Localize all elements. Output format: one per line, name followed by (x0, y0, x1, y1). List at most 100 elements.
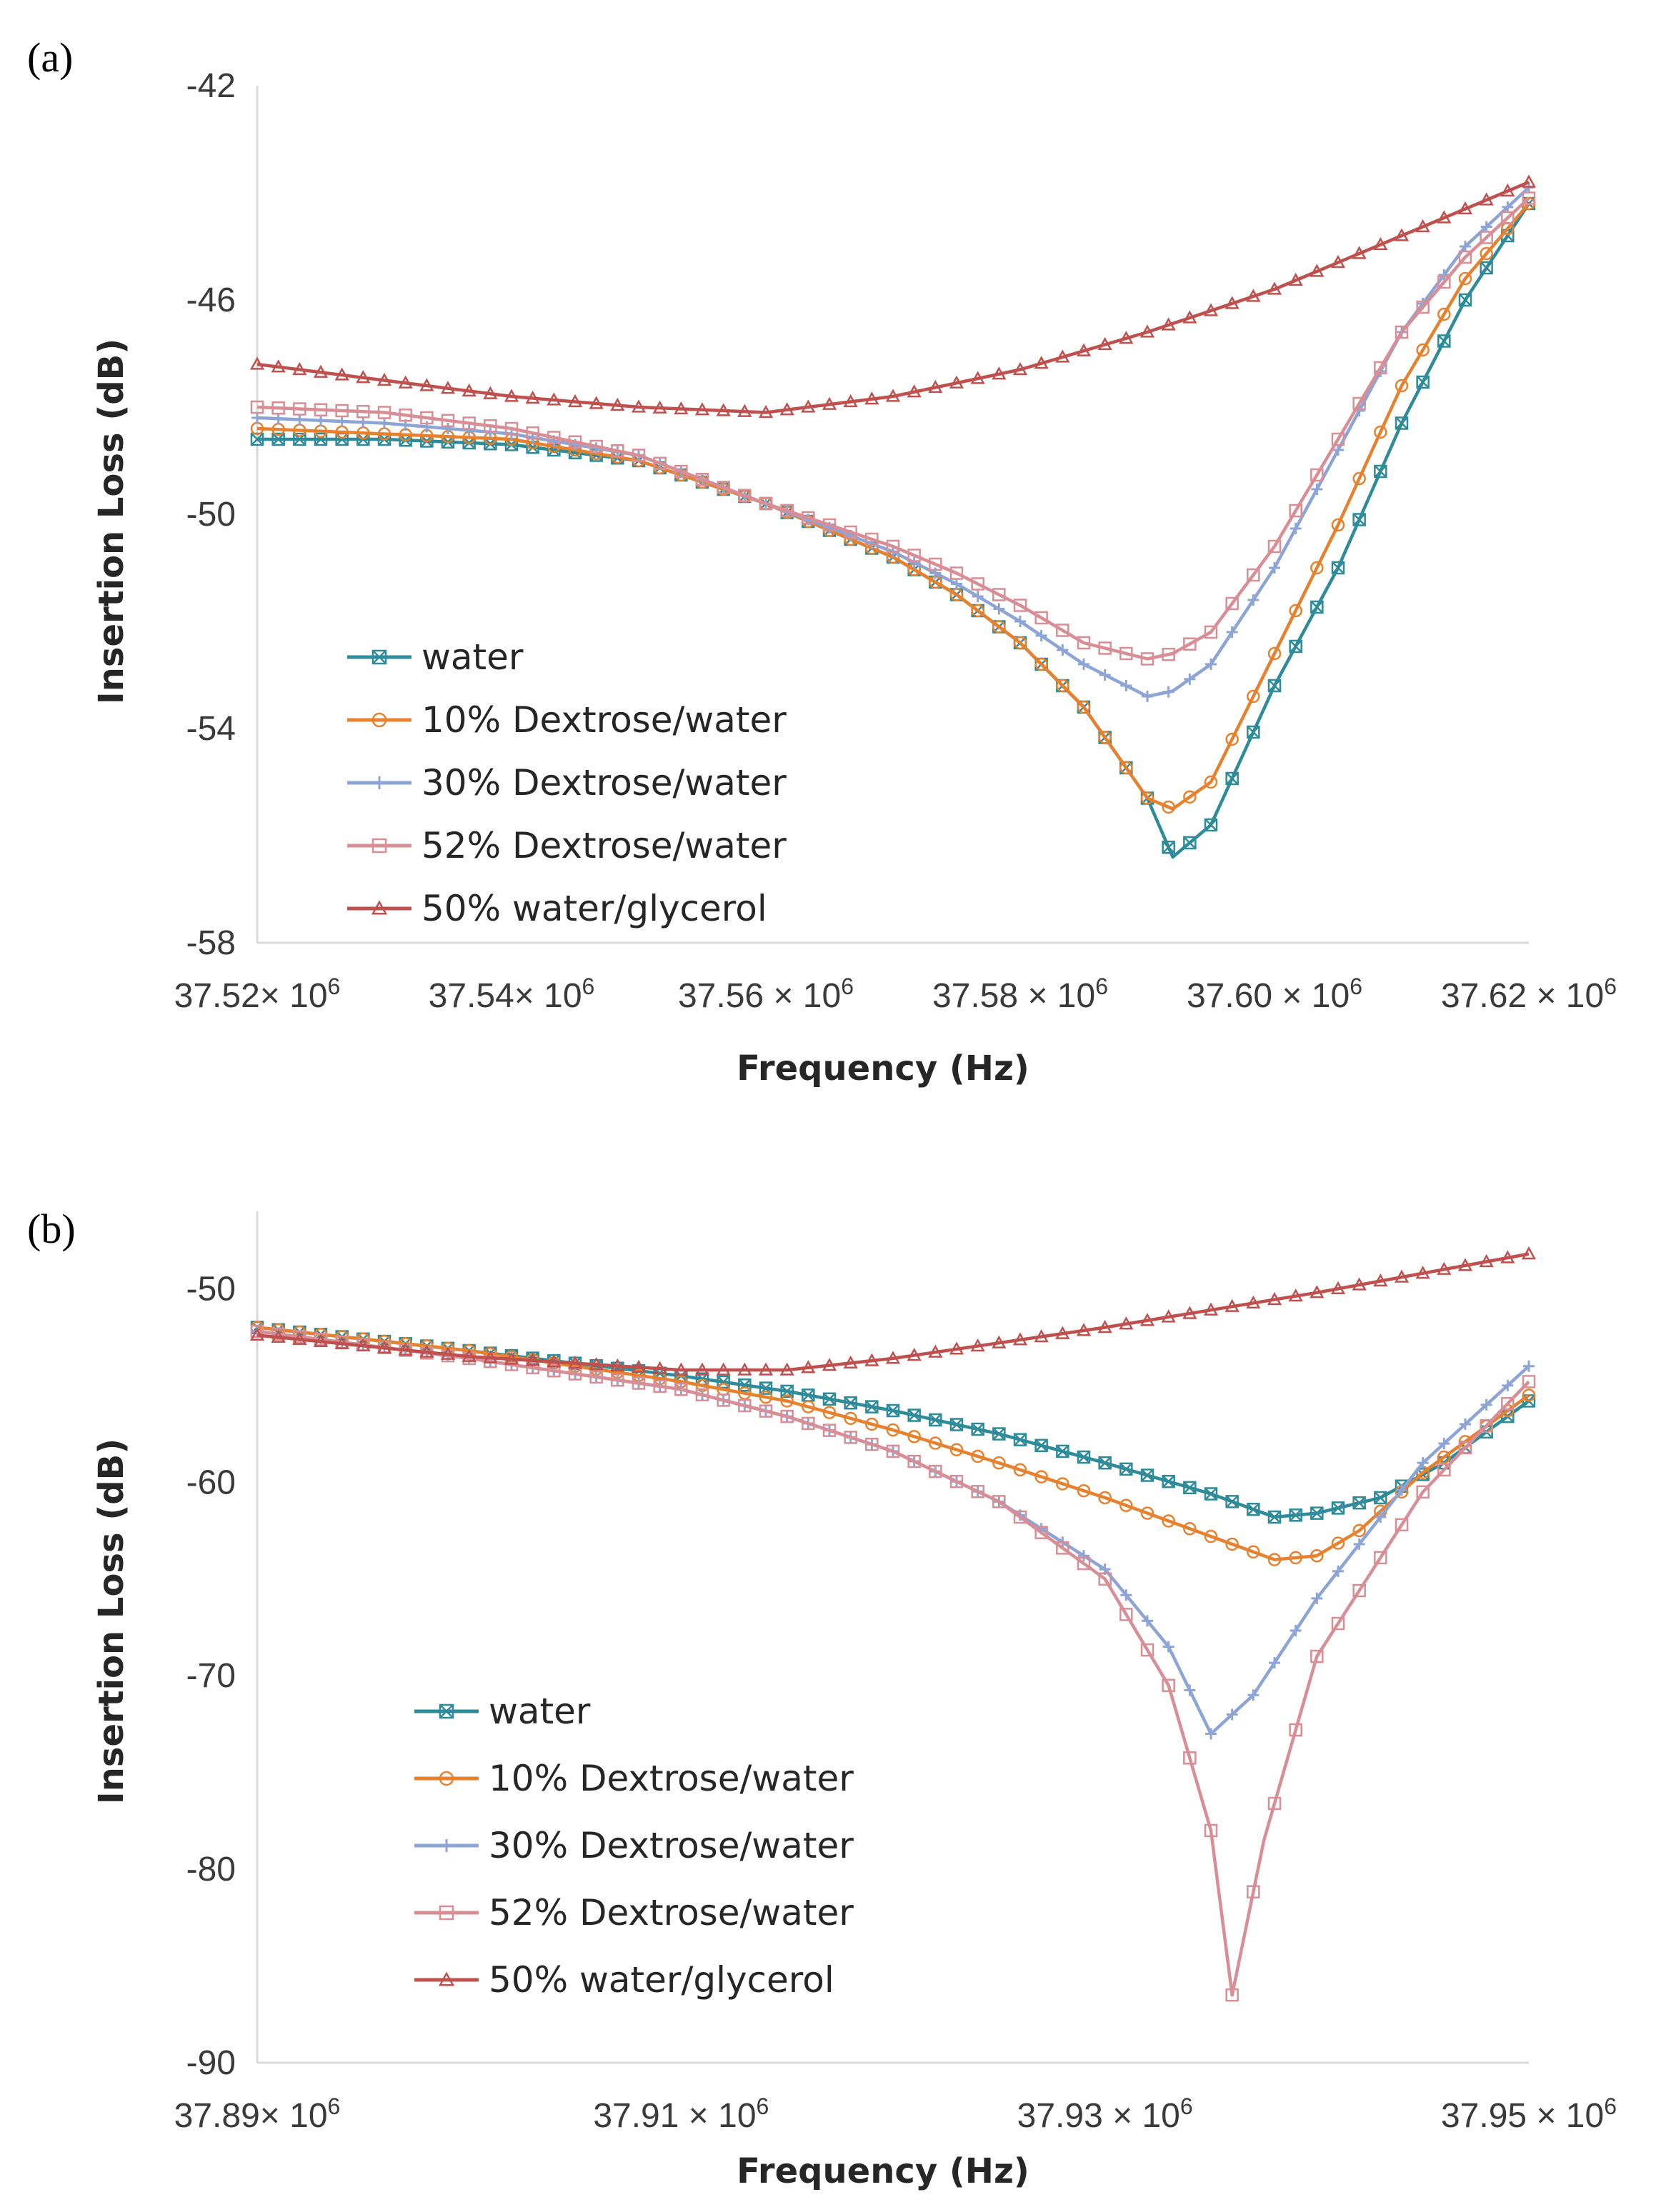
legend-item: water (347, 636, 524, 678)
data-point (1034, 1526, 1048, 1539)
data-point (759, 496, 773, 511)
data-point (1289, 604, 1302, 618)
data-point (970, 371, 985, 384)
data-point (1056, 1444, 1069, 1458)
data-point (1331, 1501, 1345, 1515)
data-point (462, 383, 477, 397)
data-point (738, 1398, 752, 1413)
chart-panel-a: (a) -42 -46 -50 -54 -58 37.52× 106 37.54× 106 3… (27, 34, 1617, 1089)
data-point (737, 1362, 752, 1376)
data-point (1205, 1728, 1217, 1740)
data-point (1331, 1616, 1345, 1631)
data-point (1182, 1306, 1197, 1319)
data-point (1311, 1592, 1323, 1604)
data-point (1119, 761, 1133, 775)
chart-b-svg: (b) -50 -60 -70 -80 -90 37.89× 106 37.91 × 106… (27, 1206, 1617, 2191)
data-point (1269, 1657, 1280, 1669)
data-point (1183, 836, 1197, 850)
data-point (758, 1362, 774, 1376)
data-point (1034, 1438, 1048, 1453)
data-point (1247, 1545, 1260, 1559)
chart-a-svg: (a) -42 -46 -50 -54 -58 37.52× 106 37.54× 106 3… (27, 34, 1617, 1089)
legend-label: water (489, 1691, 591, 1732)
data-point (1288, 1288, 1303, 1302)
x-tick-label: 37.54× 106 (429, 974, 595, 1015)
data-point (1225, 1537, 1239, 1551)
data-point (377, 406, 391, 419)
data-point (589, 1356, 604, 1371)
data-point (1098, 1491, 1112, 1505)
data-point (1458, 271, 1472, 286)
data-point (335, 404, 349, 418)
data-point (567, 394, 583, 408)
data-point (1247, 689, 1260, 704)
data-point (1139, 1313, 1155, 1326)
data-point (398, 375, 413, 389)
y-tick-label: -50 (186, 496, 236, 534)
data-point (1267, 1553, 1282, 1566)
data-point (802, 511, 815, 525)
data-point (695, 1388, 709, 1402)
data-point (1352, 246, 1367, 259)
data-point (1331, 518, 1345, 532)
chart-a-axes (256, 86, 1529, 944)
data-point (1330, 1281, 1346, 1295)
y-tick-label: -60 (186, 1463, 236, 1501)
chart-a-ticks: -42 -46 -50 -54 -58 37.52× 106 37.54× 106 37.56… (174, 67, 1617, 1015)
data-point (379, 417, 390, 429)
series-52-dextrose-water (250, 191, 1536, 666)
data-point (1289, 1551, 1302, 1565)
data-point (1289, 639, 1302, 654)
legend-item: 52% Dextrose/water (414, 1892, 854, 1933)
x-tick-label: 37.62 × 106 (1441, 974, 1617, 1015)
data-point (632, 449, 646, 462)
legend-label: 30% Dextrose/water (489, 1825, 854, 1866)
data-point (1437, 334, 1451, 348)
y-tick-label: -50 (186, 1270, 236, 1308)
legend-item: 10% Dextrose/water (347, 699, 787, 741)
data-point (1457, 1258, 1473, 1271)
data-point (1098, 1456, 1112, 1470)
legend-marker (439, 1771, 454, 1786)
data-point (1142, 691, 1153, 702)
chart-b-legend: water 10% Dextrose/water 30% Dextrose/wate… (414, 1691, 854, 2001)
data-point (483, 386, 498, 399)
chart-b-ticks: -50 -60 -70 -80 -90 37.89× 106 37.91 × 106 37.9… (174, 1270, 1617, 2135)
data-point (1247, 594, 1260, 606)
data-point (271, 359, 286, 373)
data-point (822, 1406, 837, 1419)
data-point (1225, 596, 1239, 611)
series-water (250, 196, 1536, 859)
data-point (802, 1400, 815, 1413)
series-30-dextrose-water (251, 1325, 1535, 1740)
data-point (1098, 1572, 1112, 1586)
data-point (292, 361, 307, 376)
data-point (463, 424, 475, 436)
data-point (1203, 303, 1219, 316)
data-point (1184, 673, 1196, 685)
data-point (1140, 1506, 1154, 1520)
legend-item: 30% Dextrose/water (347, 762, 787, 804)
data-point (972, 591, 984, 602)
data-point (759, 1390, 773, 1404)
data-point (1289, 1723, 1302, 1737)
data-point (1226, 1708, 1238, 1721)
data-point (1480, 1398, 1492, 1411)
data-point (1162, 1474, 1175, 1488)
data-point (1057, 644, 1069, 656)
data-point (1394, 228, 1410, 241)
data-point (885, 1351, 901, 1364)
data-point (652, 1361, 667, 1374)
data-point (1267, 1510, 1282, 1524)
data-point (674, 401, 689, 415)
data-point (1013, 1463, 1027, 1477)
data-point (1183, 637, 1197, 651)
data-point (971, 1422, 984, 1436)
data-point (864, 391, 879, 405)
data-point (1120, 680, 1132, 691)
data-point (1140, 1468, 1154, 1482)
data-point (844, 525, 857, 539)
data-point (1521, 174, 1537, 188)
x-axis-title-a: Frequency (Hz) (737, 1049, 1029, 1089)
panel-label-b: (b) (27, 1206, 76, 1252)
